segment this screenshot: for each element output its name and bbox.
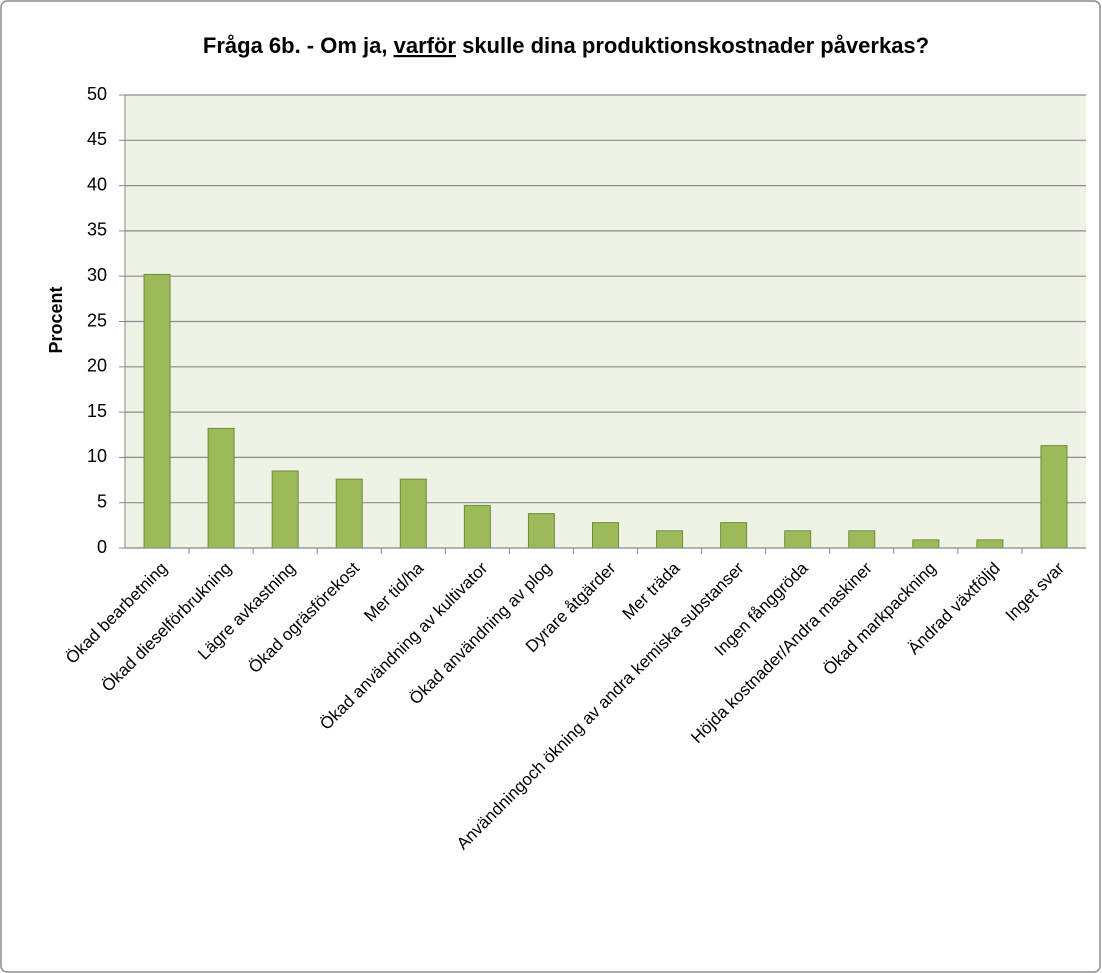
chart-title: Fråga 6b. - Om ja, varför skulle dina pr…	[203, 33, 929, 58]
y-tick-label: 10	[87, 446, 107, 466]
bar	[1040, 445, 1068, 549]
y-tick-label: 35	[87, 220, 107, 240]
y-tick-label: 45	[87, 129, 107, 149]
title-part: skulle dina produktionskostnader påverka…	[456, 33, 929, 58]
bar	[656, 530, 684, 549]
title-part: varför	[394, 33, 457, 58]
y-tick-label: 15	[87, 401, 107, 421]
bar	[848, 530, 876, 549]
bar	[463, 504, 491, 549]
bar	[335, 478, 363, 549]
bar	[207, 427, 235, 549]
y-tick-label: 5	[97, 491, 107, 511]
bar	[912, 539, 940, 549]
bar	[784, 530, 812, 549]
y-tick-label: 0	[97, 537, 107, 557]
bar	[399, 478, 427, 549]
bar	[592, 522, 619, 549]
bar	[143, 273, 171, 549]
y-axis-label: Procent	[46, 286, 66, 353]
bar	[720, 522, 748, 549]
title-part: Fråga 6b. - Om ja,	[203, 33, 394, 58]
y-tick-label: 25	[87, 310, 107, 330]
bar	[527, 513, 555, 549]
bar	[976, 539, 1004, 549]
y-tick-label: 30	[87, 265, 107, 285]
y-tick-label: 40	[87, 174, 107, 194]
y-tick-label: 50	[87, 84, 107, 104]
y-tick-label: 20	[87, 356, 107, 376]
bar	[271, 470, 299, 549]
